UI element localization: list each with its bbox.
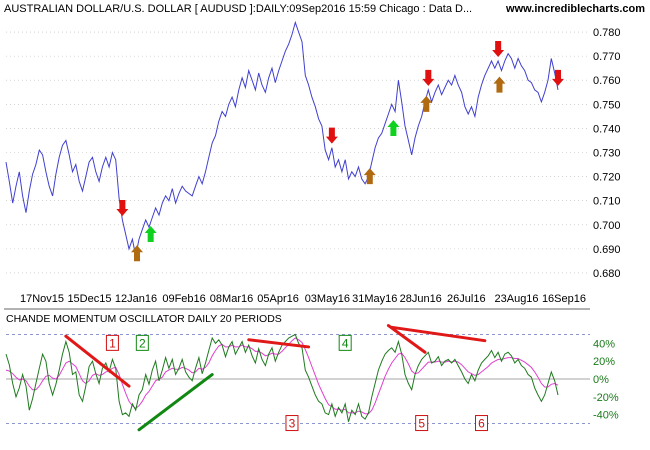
oscillator-y-tick: 0% [593, 374, 609, 386]
price-x-tick: 08Mar16 [210, 293, 253, 305]
oscillator-title: CHANDE MOMENTUM OSCILLATOR DAILY 20 PERI… [6, 313, 282, 325]
price-x-tick: 23Aug16 [495, 293, 539, 305]
chart-title: AUSTRALIAN DOLLAR/U.S. DOLLAR [ AUDUSD ]… [4, 3, 472, 15]
sell-arrow-icon [422, 69, 435, 86]
divergence-label-box [285, 415, 299, 432]
price-x-tick: 05Apr16 [257, 293, 299, 305]
price-y-tick: 0.700 [593, 220, 621, 232]
price-y-tick: 0.680 [593, 268, 621, 280]
price-x-tick: 15Dec15 [67, 293, 111, 305]
divergence-label: 2 [139, 336, 146, 350]
trend-line-green [137, 373, 214, 432]
trend-lines [64, 324, 487, 432]
oscillator-y-tick: 20% [593, 356, 615, 368]
price-x-tick: 09Feb16 [162, 293, 205, 305]
price-x-axis: 17Nov15 15Dec15 12Jan16 09Feb16 08Mar16 05Apr… [20, 293, 586, 305]
price-series-line [5, 20, 559, 257]
brand-link[interactable]: www.incrediblecharts.com [505, 3, 645, 15]
oscillator-y-tick: -20% [593, 392, 619, 404]
divergence-label-box [338, 334, 352, 351]
price-x-tick: 16Sep16 [542, 293, 586, 305]
signal-series-line [5, 337, 559, 415]
price-y-tick: 0.770 [593, 51, 621, 63]
price-y-tick: 0.740 [593, 123, 621, 135]
divergence-label-box [475, 415, 489, 432]
divergence-label: 6 [478, 417, 485, 431]
price-y-tick: 0.760 [593, 75, 621, 87]
divergence-label-box [105, 334, 119, 351]
divergence-label: 4 [342, 336, 349, 350]
price-y-tick: 0.750 [593, 99, 621, 111]
divergence-label: 3 [289, 417, 296, 431]
trend-line-red [386, 324, 427, 354]
price-y-tick: 0.780 [593, 27, 621, 39]
divergence-label-box [135, 334, 149, 351]
buy-arrow-icon [131, 245, 144, 262]
price-y-axis: 0.780 0.770 0.760 0.750 0.740 0.730 0.720 0.710… [593, 27, 621, 280]
sell-arrow-icon [325, 127, 338, 144]
sell-arrow-icon [552, 69, 564, 86]
oscillator-reference-lines [6, 334, 590, 424]
price-y-tick: 0.710 [593, 196, 621, 208]
price-x-tick: 31May16 [352, 293, 397, 305]
price-x-tick: 12Jan16 [115, 293, 157, 305]
price-y-tick: 0.720 [593, 172, 621, 184]
price-y-tick: 0.730 [593, 148, 621, 160]
price-x-tick: 03May16 [305, 293, 350, 305]
trend-line-red [390, 325, 487, 343]
divergence-label-box [415, 415, 429, 432]
sell-arrow-icon [116, 199, 129, 216]
sell-arrow-icon [492, 40, 505, 57]
oscillator-y-axis: 40% 20% 0% -20% -40% [593, 338, 619, 421]
price-y-tick: 0.690 [593, 244, 621, 256]
price-gridlines [6, 31, 590, 274]
price-x-tick: 26Jul16 [447, 293, 486, 305]
price-x-tick: 28Jun16 [400, 293, 442, 305]
buy-arrow-icon [387, 119, 400, 136]
oscillator-y-tick: -40% [593, 410, 619, 422]
divergence-labels: 1 2 3 4 5 6 [105, 334, 489, 432]
buy-arrow-icon [493, 76, 506, 93]
signal-arrows [116, 40, 564, 262]
trend-line-red [247, 338, 311, 349]
divergence-label: 1 [109, 336, 116, 350]
price-x-tick: 17Nov15 [20, 293, 64, 305]
trend-line-red [64, 334, 131, 388]
buy-arrow-icon [420, 95, 433, 112]
buy-arrow-icon [144, 225, 157, 242]
buy-arrow-icon [363, 168, 376, 185]
divergence-label: 5 [418, 417, 425, 431]
oscillator-y-tick: 40% [593, 338, 615, 350]
